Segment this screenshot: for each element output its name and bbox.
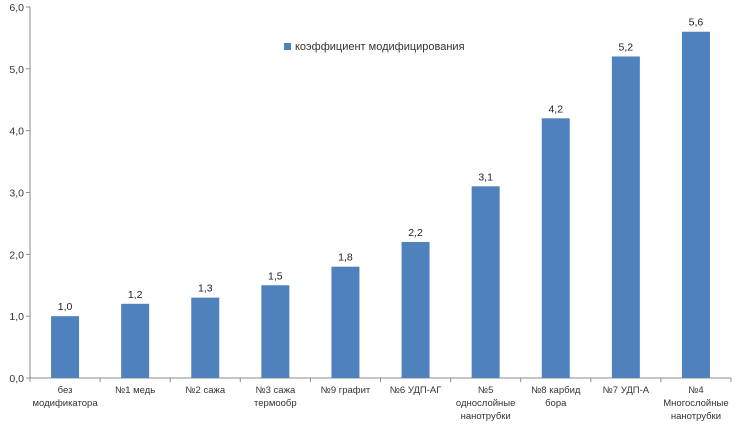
- x-tick-label: №5 однослойные нанотрубки: [456, 385, 516, 422]
- data-label: 1,2: [128, 289, 143, 301]
- data-label: 1,8: [338, 252, 353, 264]
- x-tick-label: без модификатора: [32, 385, 98, 409]
- x-tick-label: №6 УДП-АГ: [390, 385, 442, 396]
- bar: [471, 186, 500, 378]
- y-tick-label: 3,0: [9, 188, 24, 200]
- y-tick-label: 4,0: [9, 126, 24, 138]
- data-label: 1,3: [198, 283, 213, 295]
- data-label: 3,1: [478, 171, 493, 183]
- bar: [401, 241, 430, 378]
- x-tick-label: №2 сажа: [185, 385, 226, 396]
- legend-swatch: [284, 43, 291, 50]
- legend-label: коэффициент модифицирования: [295, 41, 465, 53]
- bar: [191, 297, 220, 378]
- bar: [611, 56, 640, 378]
- bar-series: [51, 31, 710, 379]
- y-ticks: 0,0 1,0 2,0 3,0 4,0 5,0 6,0: [9, 2, 30, 385]
- data-label: 5,6: [689, 17, 704, 29]
- data-label: 5,2: [619, 41, 634, 53]
- x-tick-label: №4 Многослойные нанотрубки: [663, 385, 728, 422]
- data-label: 2,2: [408, 227, 423, 239]
- x-ticks: без модификатора №1 медь №2 сажа №3 сажа терм…: [29, 378, 732, 422]
- y-tick-label: 1,0: [9, 311, 24, 323]
- legend: коэффициент модифицирования: [284, 41, 465, 53]
- y-tick-label: 0,0: [9, 373, 24, 385]
- x-tick-label: №8 карбид бора: [531, 385, 581, 409]
- data-label: 4,2: [548, 103, 563, 115]
- y-tick-label: 2,0: [9, 249, 24, 261]
- bar: [541, 118, 570, 379]
- data-labels: 1,0 1,2 1,3 1,5 1,8 2,2 3,1 4,2 5,2 5,6: [58, 17, 704, 313]
- y-tick-label: 5,0: [9, 64, 24, 76]
- data-label: 1,5: [268, 270, 283, 282]
- x-axis: без модификатора №1 медь №2 сажа №3 сажа терм…: [29, 377, 732, 422]
- x-tick-label: №7 УДП-А: [603, 385, 650, 396]
- bar: [331, 266, 360, 378]
- y-tick-label: 6,0: [9, 2, 24, 14]
- y-axis: 0,0 1,0 2,0 3,0 4,0 5,0 6,0: [9, 2, 31, 385]
- bar: [51, 316, 80, 378]
- bar: [121, 303, 150, 378]
- bar: [261, 285, 290, 378]
- bar: [681, 31, 710, 378]
- x-tick-label: №1 медь: [115, 385, 155, 396]
- data-label: 1,0: [58, 301, 73, 313]
- x-tick-label: №3 сажа термообр: [254, 385, 297, 409]
- x-tick-label: №9 графит: [321, 385, 371, 396]
